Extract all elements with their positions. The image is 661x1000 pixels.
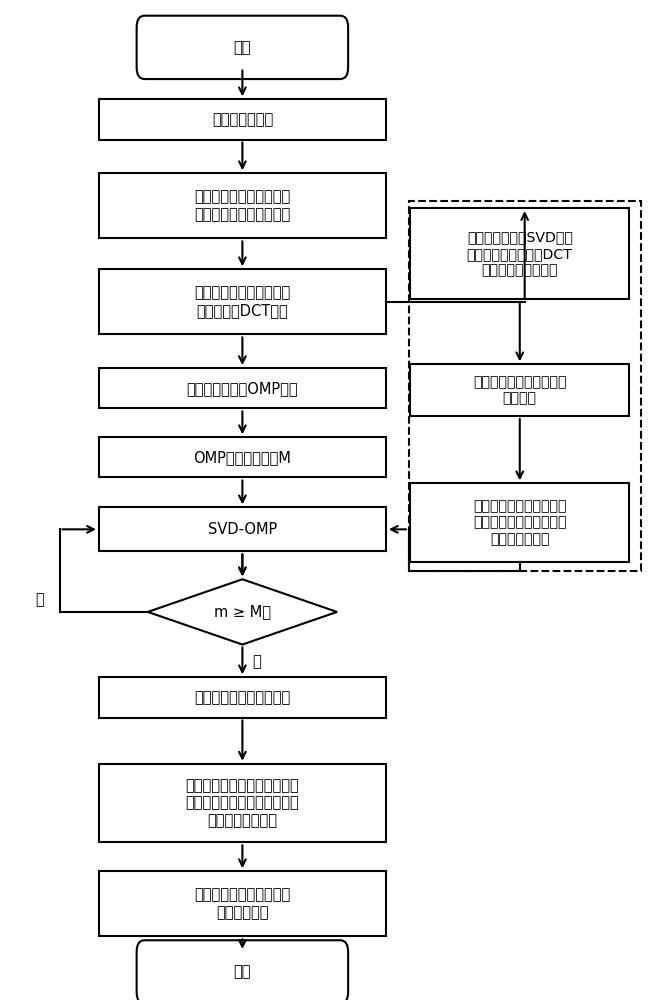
FancyBboxPatch shape [137, 940, 348, 1000]
Bar [410, 483, 629, 562]
Text: 根据皮尔逊相关系数准则选取
与原信号相关性最大的分量进
行解调包络谱分析: 根据皮尔逊相关系数准则选取 与原信号相关性最大的分量进 行解调包络谱分析 [186, 778, 299, 828]
Bar [98, 99, 386, 140]
Text: 使用尺度空间将信号根据
频带进行划分为若干分量: 使用尺度空间将信号根据 频带进行划分为若干分量 [194, 190, 291, 222]
Bar [98, 677, 386, 718]
Text: 待分解振动信号: 待分解振动信号 [212, 112, 273, 127]
Bar [98, 173, 386, 238]
Text: 获得各重构后的分解分量: 获得各重构后的分解分量 [194, 690, 291, 705]
Bar [410, 208, 629, 299]
Text: OMP中的迭代次数M: OMP中的迭代次数M [194, 450, 292, 465]
Text: m ≥ M？: m ≥ M？ [214, 604, 271, 619]
Text: 是: 是 [253, 654, 261, 669]
Text: 根据获得的原子索引选取
无噪字典中对应的字典原
子获得重构信号: 根据获得的原子索引选取 无噪字典中对应的字典原 子获得重构信号 [473, 499, 566, 546]
Text: 每次迭代中根据SVD为每
个分量构造含噪声的DCT
字典所需添加的噪声: 每次迭代中根据SVD为每 个分量构造含噪声的DCT 字典所需添加的噪声 [467, 231, 573, 277]
Bar [98, 269, 386, 334]
Text: 为划分后的各个分量信号
构造无噪声DCT字典: 为划分后的各个分量信号 构造无噪声DCT字典 [194, 286, 291, 318]
Bar [98, 764, 386, 842]
Text: 结合齿轮故障特征频率，
得到诊断结果: 结合齿轮故障特征频率， 得到诊断结果 [194, 888, 291, 920]
Text: 融合指标改进的OMP设置: 融合指标改进的OMP设置 [186, 381, 298, 396]
Bar [410, 364, 629, 416]
Text: 结束: 结束 [233, 964, 251, 979]
Bar [98, 871, 386, 936]
Text: SVD-OMP: SVD-OMP [208, 522, 277, 537]
Bar [98, 368, 386, 408]
Polygon shape [148, 579, 337, 645]
Text: 获得每次迭代选取的字典
原子索引: 获得每次迭代选取的字典 原子索引 [473, 375, 566, 405]
FancyBboxPatch shape [137, 16, 348, 79]
Text: 开始: 开始 [233, 40, 251, 55]
Bar [98, 507, 386, 551]
Bar [408, 201, 641, 571]
Text: 否: 否 [36, 592, 44, 607]
Bar [98, 437, 386, 477]
